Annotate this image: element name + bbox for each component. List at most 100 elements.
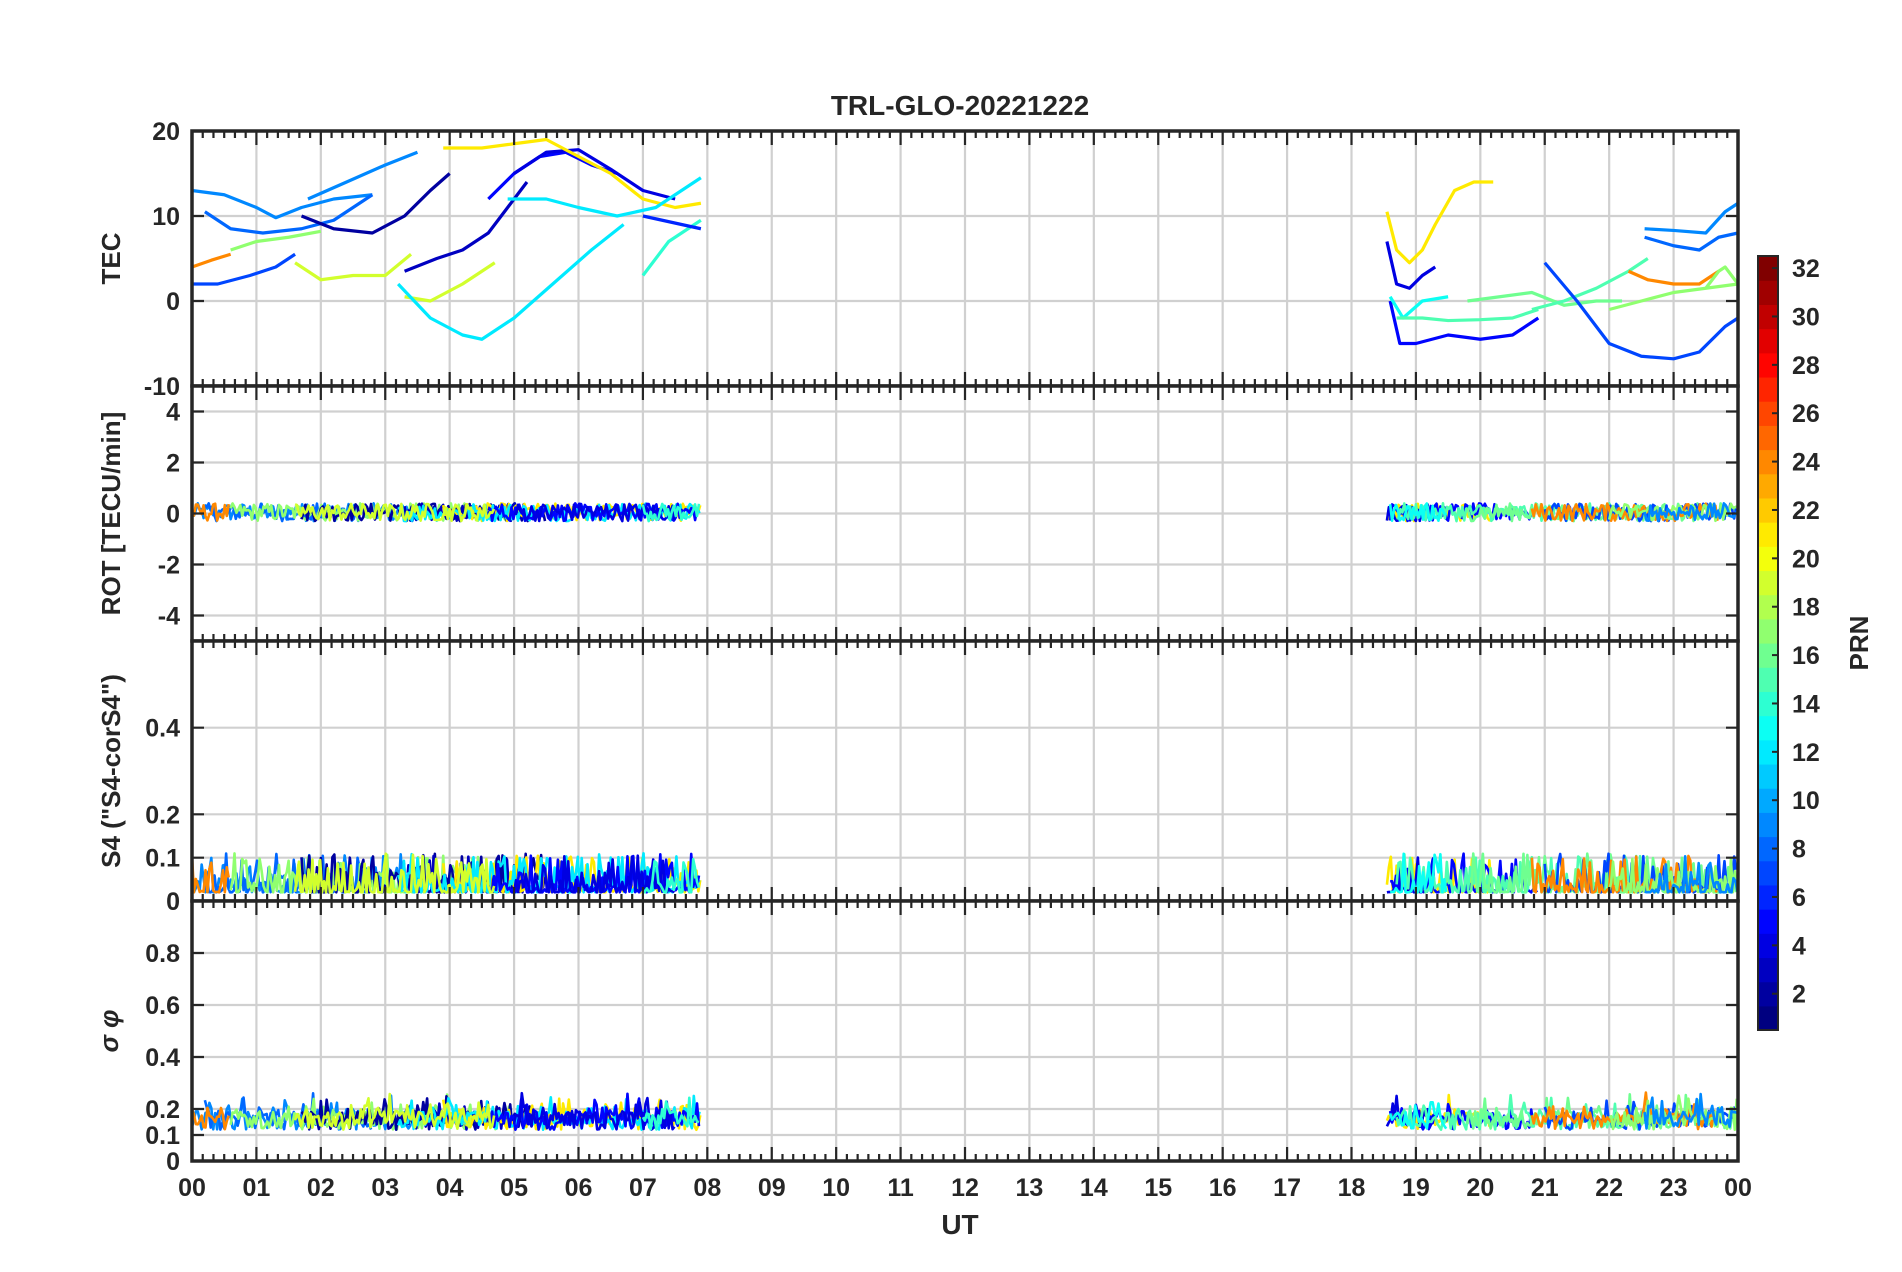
noise-series-prn-4 [512, 1091, 676, 1131]
y-axis-label: TEC [96, 232, 126, 284]
colorbar-tick-label: 28 [1792, 352, 1820, 380]
noise-series-prn-9 [1643, 502, 1739, 523]
y-axis-label: σ φ [94, 1010, 124, 1053]
tec-series-prn-9 [307, 150, 419, 201]
y-tick-label: 0.4 [145, 1044, 180, 1072]
tec-series-prn-17 [1704, 265, 1740, 290]
colorbar-segment [1758, 788, 1778, 813]
panel-data [190, 1091, 1739, 1132]
x-tick-label: 18 [1338, 1174, 1366, 1202]
noise-series-prn-17 [1608, 1094, 1739, 1132]
panel-data [191, 137, 1740, 361]
colorbar-tick-label: 18 [1792, 594, 1820, 622]
colorbar-tick-label: 16 [1792, 642, 1820, 670]
noise-series-prn-2 [300, 1094, 547, 1131]
colorbar-segment [1758, 836, 1778, 862]
y-tick-label: 0 [166, 888, 180, 916]
colorbar-segment [1758, 594, 1778, 620]
panel-4: 0.8 0.6 0.4 0.20.10 σ φ [94, 899, 1740, 1176]
colorbar-tick-label: 24 [1792, 449, 1820, 477]
y-axis-label: S4 ("S4-corS4") [96, 674, 126, 868]
colorbar-segment [1758, 643, 1778, 668]
tec-series-prn-24 [191, 252, 232, 269]
colorbar-tick-label: 10 [1792, 787, 1820, 815]
colorbar-tick-label: 8 [1792, 836, 1806, 864]
colorbar-segment [1758, 618, 1778, 644]
panel-3: 0.4 0.2 0.1 0 S4 ("S4-corS4") [96, 639, 1740, 916]
panel-data [190, 502, 1739, 523]
y-tick-label: -4 [158, 603, 180, 631]
x-tick-label: 11 [887, 1174, 914, 1202]
noise-series-prn-13 [1388, 502, 1448, 522]
y-tick-label: 4 [166, 399, 180, 427]
panel-ticks [190, 129, 1740, 388]
x-tick-label: 05 [500, 1174, 528, 1202]
y-tick-label: 10 [152, 203, 180, 231]
chart-title: TRL-GLO-20221222 [831, 90, 1089, 121]
y-tick-label: 0.6 [145, 992, 180, 1020]
x-tick-label: 23 [1660, 1174, 1688, 1202]
colorbar-segment [1758, 1005, 1778, 1031]
x-tick-label: 06 [565, 1174, 593, 1202]
tec-series-prn-7 [192, 252, 296, 286]
noise-series-prn-24 [1530, 502, 1719, 523]
noise-series-prn-19 [294, 502, 496, 523]
tec-series-prn-12 [507, 176, 702, 218]
tec-series-prn-21 [443, 137, 702, 210]
y-tick-label: 20 [152, 118, 180, 146]
colorbar-tick-label: 4 [1792, 932, 1806, 960]
y-tick-label: -2 [158, 552, 180, 580]
x-tick-label: 10 [822, 1174, 850, 1202]
tec-series-prn-15 [1396, 307, 1539, 323]
colorbar-segment [1758, 304, 1778, 330]
noise-series-prn-13 [1388, 1100, 1448, 1130]
tec-series-prn-19 [404, 261, 496, 303]
tec-series-prn-3 [403, 181, 529, 273]
x-tick-labels: 00 01 02 03 04 05 06 07 08 09 10 11 12 13 14 15 16 17 18 19… [178, 1174, 1752, 1202]
x-tick-label: 19 [1402, 1174, 1430, 1202]
colorbar-segment [1758, 497, 1778, 523]
x-tick-label: 01 [243, 1174, 271, 1202]
tec-series-prn-7 [1543, 261, 1739, 361]
panel-2: 4 2 0 -2 -4 ROT [TECU/min] [96, 384, 1740, 643]
y-tick-label: 0.2 [145, 1096, 180, 1124]
colorbar-segment [1758, 473, 1778, 499]
y-tick-label: 0.1 [145, 1122, 180, 1150]
colorbar-label: PRN [1844, 616, 1874, 671]
colorbar-segment [1758, 522, 1778, 547]
colorbar-segment [1758, 884, 1778, 910]
noise-series-prn-24 [190, 502, 231, 522]
tec-series-prn-4 [1385, 241, 1437, 290]
colorbar-tick-label: 22 [1792, 497, 1820, 525]
x-tick-label: 08 [693, 1174, 721, 1202]
tec-series-prn-21 [1385, 180, 1494, 265]
colorbar-segment [1758, 981, 1778, 1007]
x-tick-label: 12 [951, 1174, 979, 1202]
tec-series-prn-8 [1644, 231, 1739, 252]
colorbar-segment [1758, 376, 1778, 402]
x-tick-label: 03 [371, 1174, 399, 1202]
panel-ticks [190, 901, 1740, 1163]
tec-series-prn-24 [1627, 269, 1720, 286]
x-tick-label: 04 [436, 1174, 464, 1202]
tec-series-prn-6 [642, 214, 702, 231]
tec-series-prn-8 [204, 193, 374, 235]
colorbar-segment [1758, 667, 1778, 692]
colorbar-tick-label: 32 [1792, 255, 1820, 283]
colorbar-tick-label: 26 [1792, 400, 1820, 428]
tec-series-prn-2 [300, 172, 451, 235]
y-tick-label: 0.4 [145, 715, 180, 743]
noise-series-prn-4 [513, 502, 676, 523]
y-tick-label: 0 [166, 1148, 180, 1176]
tec-series-prn-17 [1608, 282, 1739, 312]
x-tick-label: 14 [1080, 1174, 1108, 1202]
noise-series-prn-24 [190, 1106, 230, 1131]
y-tick-label: 0.8 [145, 940, 180, 968]
colorbar-segment [1758, 256, 1778, 281]
colorbar-segment [1758, 425, 1778, 451]
noise-series-prn-14 [641, 502, 701, 523]
tec-series-prn-19 [294, 253, 413, 282]
